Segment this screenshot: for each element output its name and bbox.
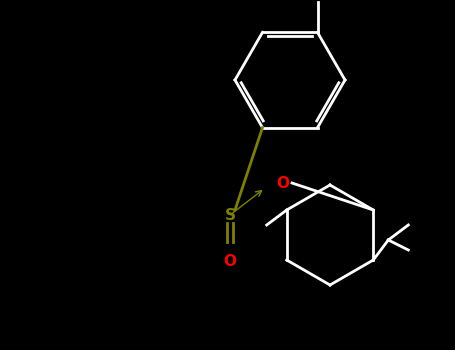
Text: O: O [223, 254, 237, 270]
Text: O: O [277, 175, 289, 190]
Text: S: S [224, 208, 236, 223]
